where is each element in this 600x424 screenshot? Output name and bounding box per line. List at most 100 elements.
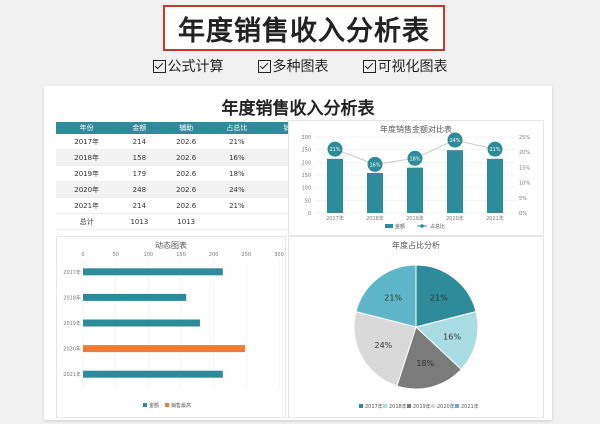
- y-tick-label: 0: [308, 211, 311, 217]
- line-point: [487, 141, 503, 157]
- table-cell[interactable]: 202.6: [161, 149, 211, 166]
- y-tick-label: 2021年: [63, 371, 81, 378]
- y2-tick-label: 10%: [519, 181, 530, 187]
- legend-label: 2017年: [365, 403, 383, 410]
- data-label: 21%: [489, 147, 500, 153]
- table-cell[interactable]: [210, 213, 263, 230]
- legend-label: 占总比: [430, 223, 445, 230]
- pie-chart: 21% 16% 18% 24% 21% 2017年 2018年 2019年 2020年 2021年: [353, 264, 479, 410]
- y-tick-label: 300: [301, 135, 311, 141]
- legend-swatch: [431, 404, 435, 408]
- total-amount[interactable]: 1013: [117, 213, 162, 230]
- table-cell[interactable]: 202.6: [161, 197, 211, 214]
- combo-chart: 0 50 100 150 200 250 300 0% 5% 10% 15% 20% 25% 2017年 2…: [301, 132, 530, 230]
- table-cell[interactable]: 21%: [210, 197, 263, 214]
- data-label: 16%: [369, 162, 380, 168]
- table-cell[interactable]: 2018年: [56, 149, 118, 166]
- column-header[interactable]: 年份: [56, 122, 118, 134]
- total-helper[interactable]: 1013: [161, 213, 211, 230]
- horizontal-bar-chart: 0 50 100 150 200 250 300 2017年 2018年 2019年 2020年 20…: [63, 252, 284, 409]
- chart-title: 年度销售金额对比表: [380, 125, 452, 134]
- legend-label: 2021年: [461, 403, 479, 410]
- bar: [367, 172, 383, 213]
- line-point: [367, 156, 383, 172]
- line-point: [407, 150, 423, 166]
- x-tick-label: 50: [112, 252, 118, 258]
- bar: [327, 158, 343, 213]
- x-tick-label: 0: [81, 252, 84, 258]
- pie-slice: [414, 310, 479, 371]
- x-tick-label: 100: [144, 252, 154, 258]
- table-cell[interactable]: 214: [117, 197, 162, 214]
- table-cell[interactable]: 2021年: [56, 197, 118, 214]
- x-tick-label: 2020年: [446, 215, 464, 222]
- feature-list: 公式计算 多种图表 可视化图表: [0, 56, 600, 76]
- y-tick-label: 100: [301, 186, 311, 192]
- table-cell[interactable]: 248: [117, 181, 162, 198]
- table-cell[interactable]: 202.6: [161, 181, 211, 198]
- table-cell[interactable]: 202.6: [161, 134, 211, 150]
- column-header[interactable]: 占总比: [210, 122, 263, 134]
- checkbox-icon: [362, 59, 376, 73]
- y2-tick-label: 5%: [519, 196, 527, 202]
- table-cell[interactable]: 16%: [210, 149, 263, 166]
- feature-label: 公式计算: [167, 59, 224, 75]
- legend-swatch: [385, 224, 393, 228]
- x-tick-label: 250: [242, 252, 252, 258]
- legend-swatch: [359, 404, 363, 408]
- pie-slice: [355, 264, 417, 328]
- bar: [83, 319, 200, 327]
- bar: [83, 293, 187, 301]
- pie-chart-panel[interactable]: 年度占比分析 21% 16% 18% 24% 21% 2017年 2018年 2019年 202…: [288, 236, 544, 418]
- y-tick-label: 150: [301, 173, 311, 179]
- table-cell[interactable]: 18%: [210, 165, 263, 182]
- legend-label: 金额: [395, 223, 405, 230]
- dynamic-chart-panel[interactable]: 动态图表 0 50 100 150 200 250 300 2017年 2018年 2019年 20…: [56, 236, 286, 418]
- report-sheet: 年度销售收入分析表 年份 金额 辅助 占总比 销售最高 2017年214202.…: [44, 86, 552, 420]
- y-tick-label: 200: [301, 160, 311, 166]
- table-cell[interactable]: 21%: [210, 134, 263, 150]
- table-cell[interactable]: 2017年: [56, 134, 118, 150]
- feature-item: 可视化图表: [362, 56, 448, 76]
- bar: [407, 167, 423, 213]
- legend-label: 金额: [149, 402, 159, 409]
- table-cell[interactable]: 214: [117, 134, 162, 150]
- table-cell[interactable]: 179: [117, 165, 162, 182]
- y-tick-label: 2018年: [63, 294, 81, 301]
- column-header[interactable]: 辅助: [161, 122, 211, 134]
- slice-label: 21%: [384, 294, 402, 303]
- y-tick-label: 2019年: [63, 320, 81, 327]
- hero-title-box: 年度销售收入分析表: [163, 5, 445, 51]
- slice-label: 16%: [443, 332, 461, 341]
- data-label: 24%: [449, 138, 460, 144]
- x-tick-label: 200: [209, 252, 219, 258]
- legend-swatch: [383, 404, 387, 408]
- legend-label: 销售最高: [171, 402, 191, 409]
- y-tick-label: 50: [305, 198, 311, 204]
- total-label[interactable]: 总计: [56, 213, 118, 230]
- y2-tick-label: 20%: [519, 150, 530, 156]
- slice-label: 21%: [430, 294, 448, 303]
- table-cell[interactable]: 2020年: [56, 181, 118, 198]
- legend-label: 2018年: [389, 403, 407, 410]
- legend-swatch: [165, 403, 169, 407]
- x-tick-label: 2017年: [326, 215, 344, 222]
- y2-tick-label: 25%: [519, 135, 530, 141]
- table-cell[interactable]: 2019年: [56, 165, 118, 182]
- checkbox-icon: [152, 59, 166, 73]
- legend-swatch: [455, 404, 459, 408]
- x-tick-label: 300: [274, 252, 284, 258]
- hero-title: 年度销售收入分析表: [178, 15, 430, 47]
- line-point: [327, 141, 343, 157]
- feature-item: 公式计算: [152, 56, 224, 76]
- table-cell[interactable]: 158: [117, 149, 162, 166]
- x-tick-label: 2021年: [486, 215, 504, 222]
- bar: [447, 150, 463, 213]
- table-cell[interactable]: 24%: [210, 181, 263, 198]
- table-cell[interactable]: 202.6: [161, 165, 211, 182]
- combo-chart-panel[interactable]: 年度销售金额对比表 0 50 100 150 200 250 300 0% 5% 10% 15% 20…: [288, 120, 544, 236]
- legend-swatch: [407, 404, 411, 408]
- column-header[interactable]: 金额: [117, 122, 162, 134]
- legend-swatch: [420, 224, 424, 228]
- x-tick-label: 2019年: [406, 215, 424, 222]
